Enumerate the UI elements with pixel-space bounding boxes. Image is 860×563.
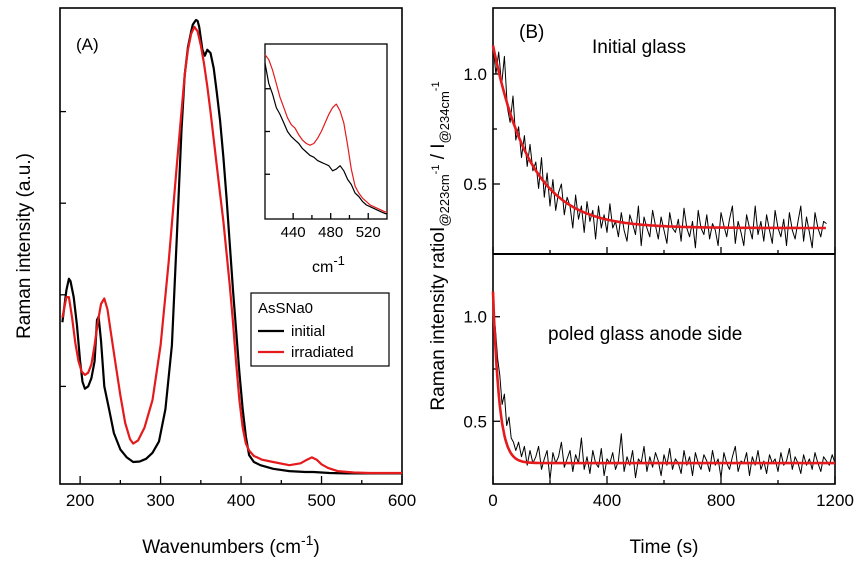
inset-chart: 440 480 520 cm-1 [264,43,388,276]
panel-b: 0 400 800 1200 0.5 1.0 0.5 1.0 (B) Initial glas… [427,7,854,558]
panel-a-label: (A) [76,35,99,54]
panel-b-data-1 [492,316,836,481]
panel-b-y-axis-label: Raman intensity ratioI@223cm-1 / I@234cm… [427,81,452,410]
panel-b-fit-1 [491,291,836,465]
legend: AsSNa0 initial irradiated [250,292,390,367]
inset-series-initial [264,62,387,215]
panel-a-y-axis-label: Raman intensity (a.u.) [14,153,35,339]
inset-series-irradiated [264,54,387,213]
panel-b-y-tick-label: 0.5 [463,412,487,431]
panel-a-x-tick-label: 600 [388,491,416,510]
inset-x-axis-label: cm-1 [312,253,345,276]
panel-b-x-tick-label: 0 [488,491,497,510]
panel-b-frame [492,7,836,485]
panel-a: 200 300 400 500 600 (A) Raman intensity (a.u… [14,7,416,558]
panel-a-series-irradiated [61,25,402,475]
inset-frame [264,43,388,220]
inset-x-tick-label: 520 [356,224,381,241]
inset-x-tick-label: 440 [281,224,306,241]
panel-b-x-tick-label: 1200 [816,491,854,510]
panel-a-x-tick-label: 400 [227,491,255,510]
panel-b-label: (B) [519,22,544,43]
panel-b-top-annotation: Initial glass [592,37,686,58]
panel-a-frame [59,7,403,485]
panel-b-x-tick-label: 400 [593,491,621,510]
legend-box [250,292,390,367]
panel-a-x-tick-label: 300 [146,491,174,510]
panel-b-fit-0 [491,45,826,230]
panel-a-x-axis-label: Wavenumbers (cm-1) [142,532,320,558]
panel-b-y-tick-label: 1.0 [463,308,487,327]
inset-x-tick-label: 480 [318,224,343,241]
panel-b-y-tick-label: 0.5 [463,175,487,194]
panel-b-y-tick-label: 1.0 [463,65,487,84]
panel-a-x-tick-label: 500 [307,491,335,510]
panel-a-x-tick-label: 200 [66,491,94,510]
panel-a-series-initial [61,18,402,475]
panel-b-x-axis-label: Time (s) [630,537,699,558]
legend-title: AsSNa0 [258,300,313,317]
panel-b-bottom-annotation: poled glass anode side [548,324,742,345]
panel-b-x-tick-label: 800 [707,491,735,510]
legend-label-initial: initial [291,323,325,340]
legend-label-irradiated: irradiated [291,344,354,361]
panel-b-data-0 [492,45,827,249]
